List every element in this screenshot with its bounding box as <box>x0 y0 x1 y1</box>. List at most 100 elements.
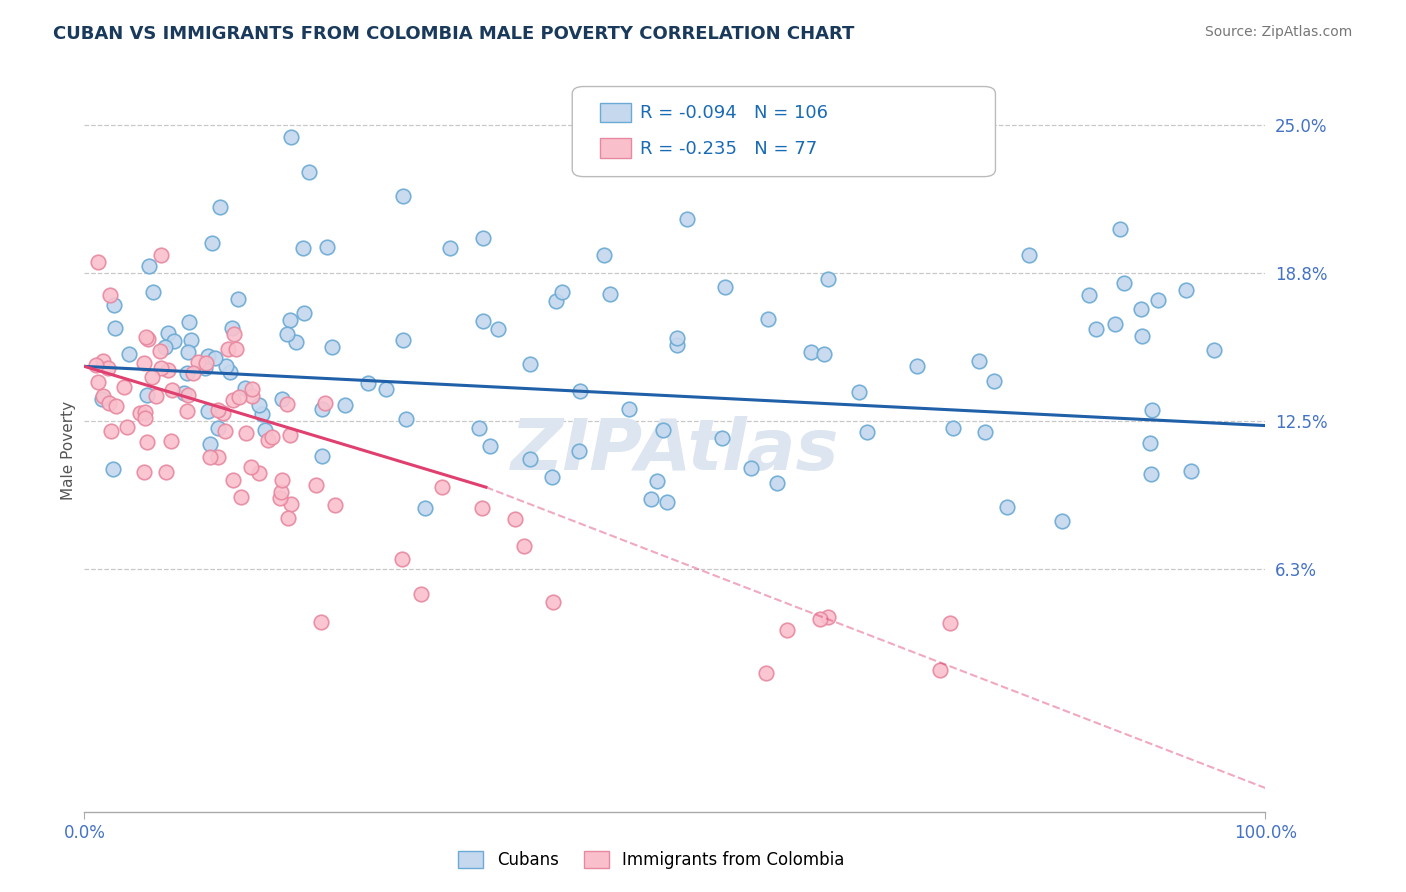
Point <box>929 663 952 677</box>
Point <box>995 500 1018 514</box>
Point <box>1077 288 1099 302</box>
Text: R = -0.235   N = 77: R = -0.235 N = 77 <box>640 140 817 158</box>
Point <box>374 382 396 396</box>
Point <box>129 406 152 420</box>
Point <box>321 340 343 354</box>
Point <box>292 306 315 320</box>
Point <box>160 434 183 448</box>
Point <box>134 404 156 418</box>
Point <box>136 387 159 401</box>
Point <box>187 355 209 369</box>
Point <box>98 395 121 409</box>
Point <box>357 376 380 390</box>
Point <box>240 389 263 403</box>
Point <box>1084 321 1107 335</box>
Point <box>1130 329 1153 343</box>
Point <box>176 366 198 380</box>
Point <box>280 497 302 511</box>
Point <box>217 342 239 356</box>
Point <box>665 338 688 352</box>
Point <box>195 355 218 369</box>
Point <box>314 396 336 410</box>
Point <box>808 612 831 626</box>
Point <box>1204 343 1226 357</box>
Point <box>197 404 219 418</box>
Point <box>91 392 114 406</box>
Point <box>541 594 564 608</box>
Point <box>225 343 247 357</box>
Point <box>276 326 298 341</box>
Point <box>413 501 436 516</box>
Point <box>974 425 997 440</box>
Point <box>198 437 221 451</box>
Point <box>800 344 823 359</box>
Point <box>91 389 114 403</box>
Point <box>105 400 128 414</box>
Point <box>1139 467 1161 481</box>
Point <box>240 382 263 396</box>
Point <box>938 615 960 630</box>
Point <box>215 359 238 373</box>
Point <box>942 421 965 435</box>
Point <box>177 388 200 402</box>
Point <box>201 236 224 251</box>
Point <box>209 200 232 214</box>
Point <box>333 398 356 412</box>
Point <box>222 473 245 487</box>
Point <box>253 423 276 437</box>
Point <box>269 491 291 506</box>
Point <box>756 312 779 326</box>
Point <box>138 259 160 273</box>
Point <box>260 430 283 444</box>
Text: Source: ZipAtlas.com: Source: ZipAtlas.com <box>1205 25 1353 39</box>
Point <box>278 313 301 327</box>
Point <box>551 285 574 299</box>
Point <box>311 450 333 464</box>
Point <box>519 357 541 371</box>
Point <box>323 499 346 513</box>
Point <box>91 353 114 368</box>
Point <box>149 344 172 359</box>
Point <box>766 476 789 491</box>
Point <box>257 433 280 447</box>
Point <box>162 383 184 397</box>
Point <box>84 359 107 373</box>
Point <box>740 460 762 475</box>
Point <box>176 404 198 418</box>
Point <box>568 443 591 458</box>
Point <box>1104 317 1126 331</box>
Point <box>755 666 778 681</box>
Point <box>118 347 141 361</box>
Point <box>280 129 302 144</box>
Point <box>270 485 292 500</box>
Point <box>156 326 179 340</box>
Point <box>276 397 298 411</box>
Point <box>1129 301 1152 316</box>
Point <box>132 466 155 480</box>
Point <box>568 384 591 398</box>
Y-axis label: Male Poverty: Male Poverty <box>60 401 76 500</box>
Point <box>218 365 240 379</box>
Point <box>513 539 536 553</box>
Point <box>675 212 697 227</box>
Point <box>104 320 127 334</box>
Point <box>478 439 501 453</box>
Point <box>207 403 229 417</box>
Point <box>1175 283 1198 297</box>
Point <box>115 419 138 434</box>
Point <box>471 500 494 515</box>
Point <box>250 407 273 421</box>
Point <box>298 165 321 179</box>
Point <box>145 389 167 403</box>
Point <box>651 423 673 437</box>
Point <box>817 610 839 624</box>
Point <box>235 425 257 440</box>
Point <box>284 334 307 349</box>
Text: R = -0.094   N = 106: R = -0.094 N = 106 <box>640 104 828 122</box>
Point <box>142 285 165 299</box>
Point <box>226 293 249 307</box>
Point <box>233 381 256 395</box>
Text: ZIPAtlas: ZIPAtlas <box>510 416 839 485</box>
Point <box>817 271 839 285</box>
Point <box>391 552 413 566</box>
